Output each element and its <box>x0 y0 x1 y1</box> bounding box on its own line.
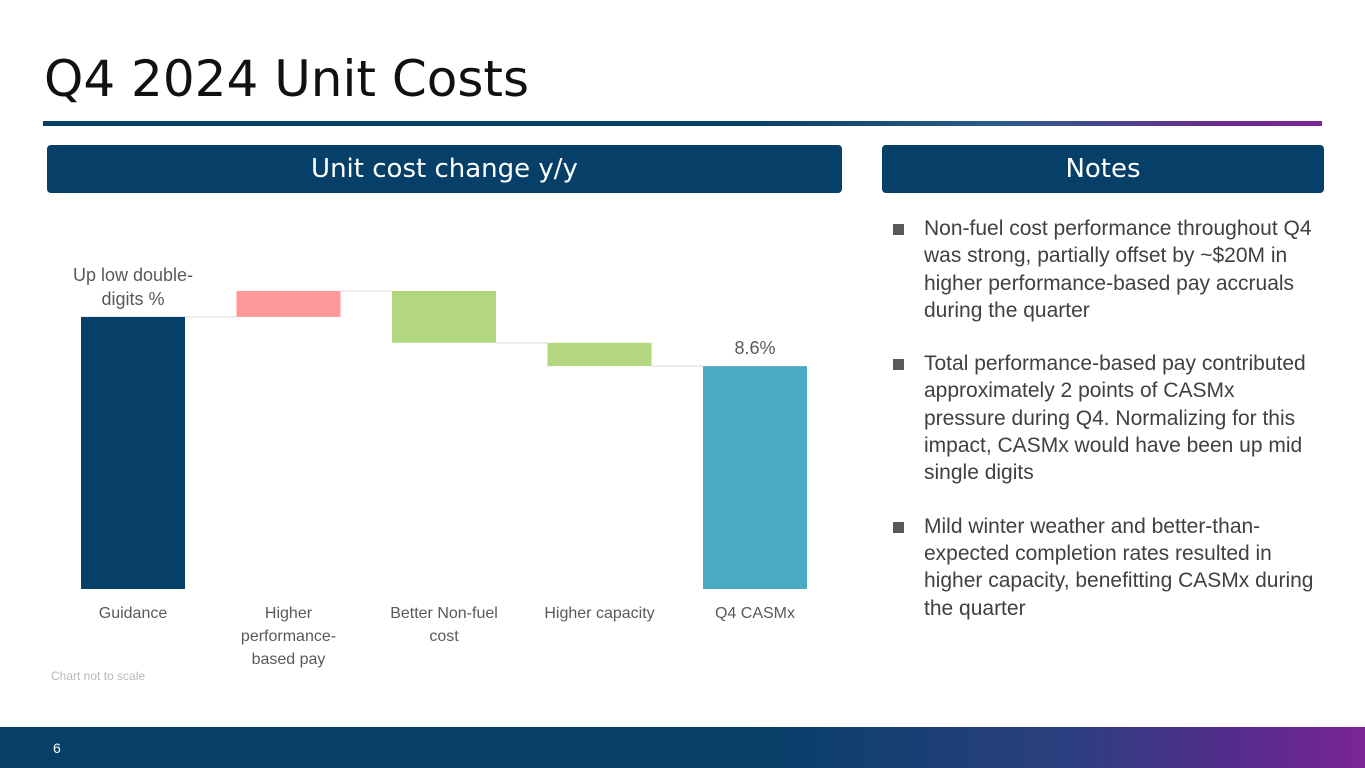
bar-4 <box>547 342 652 367</box>
category-label: cost <box>429 628 459 645</box>
category-label: Q4 CASMx <box>715 605 795 622</box>
bar-value-label: 8.6% <box>734 338 775 358</box>
page-title: Q4 2024 Unit Costs <box>44 50 530 108</box>
category-label: Higher <box>265 605 313 622</box>
note-item: Non-fuel cost performance throughout Q4 … <box>892 215 1317 324</box>
bar-3 <box>392 291 496 343</box>
category-label: Better Non-fuel <box>390 605 498 622</box>
square-bullet-icon <box>893 359 904 371</box>
title-divider <box>43 121 1322 126</box>
bar-5 <box>703 366 807 589</box>
notes-panel-header: Notes <box>882 145 1324 193</box>
footer-bar <box>0 727 1365 768</box>
category-label: Guidance <box>99 605 168 622</box>
bar-1 <box>81 316 185 589</box>
note-text: Mild winter weather and better-than-expe… <box>924 514 1314 620</box>
note-item: Mild winter weather and better-than-expe… <box>892 513 1317 622</box>
category-label: based pay <box>252 651 326 668</box>
bar-value-label: Up low double- <box>73 265 193 285</box>
square-bullet-icon <box>893 521 904 533</box>
note-text: Total performance-based pay contributed … <box>924 352 1306 485</box>
waterfall-chart: Up low double-digits % Guidance Higher perf… <box>73 265 807 668</box>
bar-value-label: digits % <box>101 289 164 309</box>
notes-list: Non-fuel cost performance throughout Q4 … <box>892 215 1317 648</box>
chart-footnote: Chart not to scale <box>51 669 146 683</box>
category-label: Higher capacity <box>544 605 654 622</box>
square-bullet-icon <box>893 224 904 235</box>
bar-2 <box>236 291 341 317</box>
note-text: Non-fuel cost performance throughout Q4 … <box>924 217 1312 322</box>
note-item: Total performance-based pay contributed … <box>892 350 1317 486</box>
category-label: performance- <box>241 628 336 645</box>
chart-panel-header: Unit cost change y/y <box>47 145 842 193</box>
page-number: 6 <box>53 740 61 756</box>
